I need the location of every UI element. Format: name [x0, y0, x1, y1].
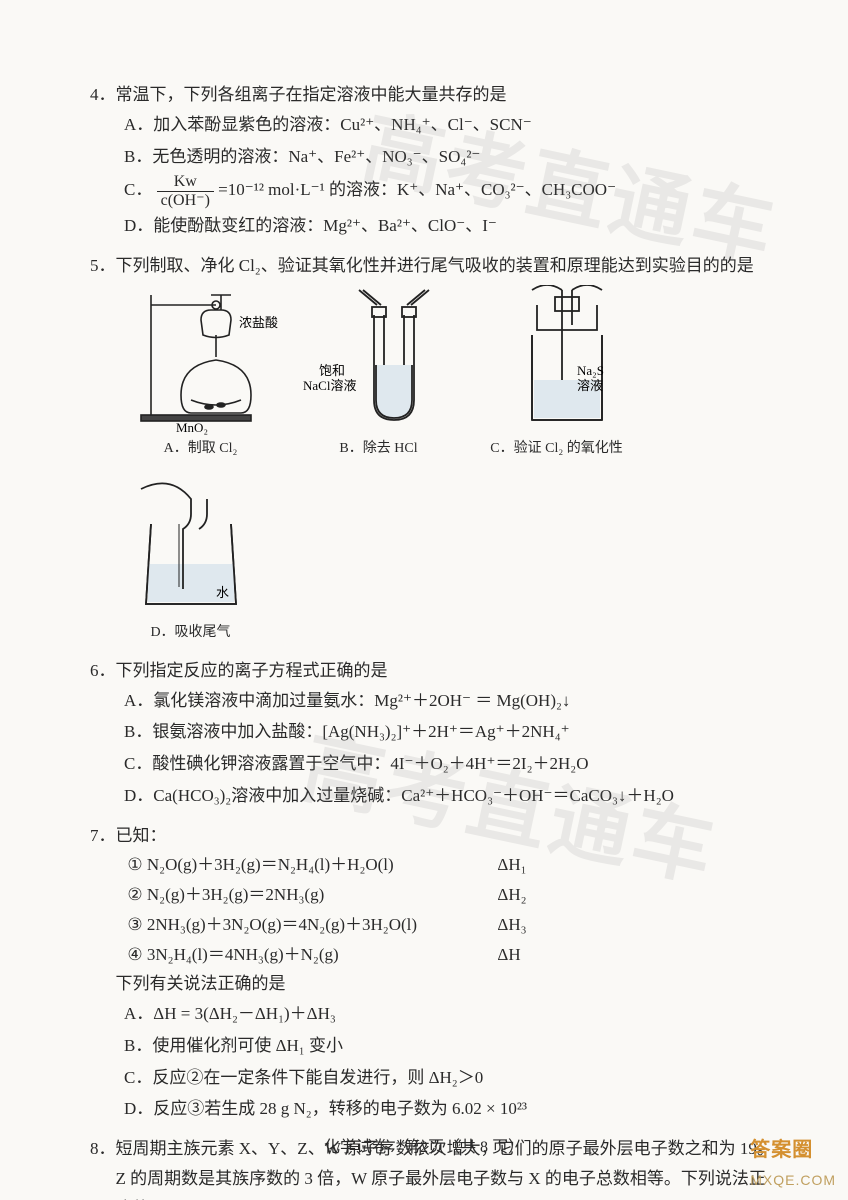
eq2: ② N₂(g)＋3H₂(g)＝2NH₃(g) [127, 880, 497, 910]
option-a: A．ΔH = 3(ΔH₂－ΔH₁)＋ΔH₃ [124, 999, 778, 1029]
q-stem: 常温下，下列各组离子在指定溶液中能大量共存的是 [116, 85, 507, 104]
eq4: ④ 3N₂H₄(l)＝4NH₃(g)＋N₂(g) [127, 940, 497, 970]
q7-sub: 下列有关说法正确的是 [90, 969, 778, 999]
option-a: A．加入苯酚显紫色的溶液：Cu²⁺、NH₄⁺、Cl⁻、SCN⁻ [124, 110, 778, 140]
option-c: C． Kᴡ c(OH⁻) =10⁻¹² mol·L⁻¹ 的溶液：K⁺、Na⁺、C… [124, 173, 778, 209]
label-nacl: 饱和NaCl溶液 [303, 363, 356, 393]
q-num: 5． [90, 256, 116, 275]
option-d: D．Ca(HCO₃)₂溶液中加入过量烧碱：Ca²⁺＋HCO₃⁻＋OH⁻＝CaCO… [124, 781, 778, 811]
q-num: 4． [90, 85, 116, 104]
option-a: A．氯化镁溶液中滴加过量氨水：Mg²⁺＋2OH⁻ ＝ Mg(OH)₂↓ [124, 686, 778, 716]
option-c: C．酸性碘化钾溶液露置于空气中：4I⁻＋O₂＋4H⁺＝2I₂＋2H₂O [124, 749, 778, 779]
caption-b: B．除去 HCl [294, 437, 464, 462]
label-water: 水 [216, 585, 229, 600]
eq2-dh: ΔH₂ [497, 880, 526, 910]
q-stem: 下列指定反应的离子方程式正确的是 [116, 661, 388, 680]
question-4: 4．常温下，下列各组离子在指定溶液中能大量共存的是 A．加入苯酚显紫色的溶液：C… [90, 80, 778, 241]
page-footer: 化学试卷 第2页（共 8 页） [0, 1134, 848, 1162]
eq1-dh: ΔH₁ [497, 850, 526, 880]
q-num: 6． [90, 661, 116, 680]
fraction: Kᴡ c(OH⁻) [157, 173, 214, 209]
question-5: 5．下列制取、净化 Cl₂、验证其氧化性并进行尾气吸收的装置和原理能达到实验目的… [90, 251, 778, 646]
source-watermark: 答案圈 MXQE.COM [750, 1133, 836, 1193]
apparatus-d: 水 D．吸收尾气 [116, 469, 266, 646]
eq3-dh: ΔH₃ [497, 910, 526, 940]
label-mno2: MnO₂ [176, 420, 208, 435]
option-c: C．反应②在一定条件下能自发进行，则 ΔH₂＞0 [124, 1063, 778, 1093]
caption-d: D．吸收尾气 [116, 621, 266, 646]
caption-c: C．验证 Cl₂ 的氧化性 [472, 437, 642, 462]
eq1: ① N₂O(g)＋3H₂(g)＝N₂H₄(l)＋H₂O(l) [127, 850, 497, 880]
q-stem: 下列制取、净化 Cl₂、验证其氧化性并进行尾气吸收的装置和原理能达到实验目的的是 [116, 256, 754, 275]
exam-page: 高考直通车 高考直通车 4．常温下，下列各组离子在指定溶液中能大量共存的是 A．… [0, 0, 848, 1200]
eq3: ③ 2NH₃(g)＋3N₂O(g)＝4N₂(g)＋3H₂O(l) [127, 910, 497, 940]
caption-a: A．制取 Cl₂ [116, 437, 286, 462]
question-7: 7．已知： ① N₂O(g)＋3H₂(g)＝N₂H₄(l)＋H₂O(l)ΔH₁ … [90, 821, 778, 1125]
q-num: 7． [90, 826, 116, 845]
q-stem: 已知： [116, 826, 167, 845]
option-b: B．使用催化剂可使 ΔH₁ 变小 [124, 1031, 778, 1061]
option-d: D．能使酚酞变红的溶液：Mg²⁺、Ba²⁺、ClO⁻、I⁻ [124, 211, 778, 241]
apparatus-c: Na₂S溶液 C．验证 Cl₂ 的氧化性 [472, 285, 642, 462]
option-b: B．银氨溶液中加入盐酸：[Ag(NH₃)₂]⁺＋2H⁺＝Ag⁺＋2NH₄⁺ [124, 717, 778, 747]
eq4-dh: ΔH [497, 940, 520, 970]
apparatus-b: 饱和NaCl溶液 B．除去 HCl [294, 285, 464, 462]
option-d: D．反应③若生成 28 g N₂，转移的电子数为 6.02 × 10²³ [124, 1094, 778, 1124]
label-hcl: 浓盐酸 [239, 315, 278, 330]
question-6: 6．下列指定反应的离子方程式正确的是 A．氯化镁溶液中滴加过量氨水：Mg²⁺＋2… [90, 656, 778, 811]
label-na2s: Na₂S溶液 [577, 363, 604, 393]
apparatus-a: 浓盐酸 MnO₂ A．制取 Cl₂ [116, 285, 286, 462]
option-b: B．无色透明的溶液：Na⁺、Fe²⁺、NO₃⁻、SO₄²⁻ [124, 142, 778, 172]
